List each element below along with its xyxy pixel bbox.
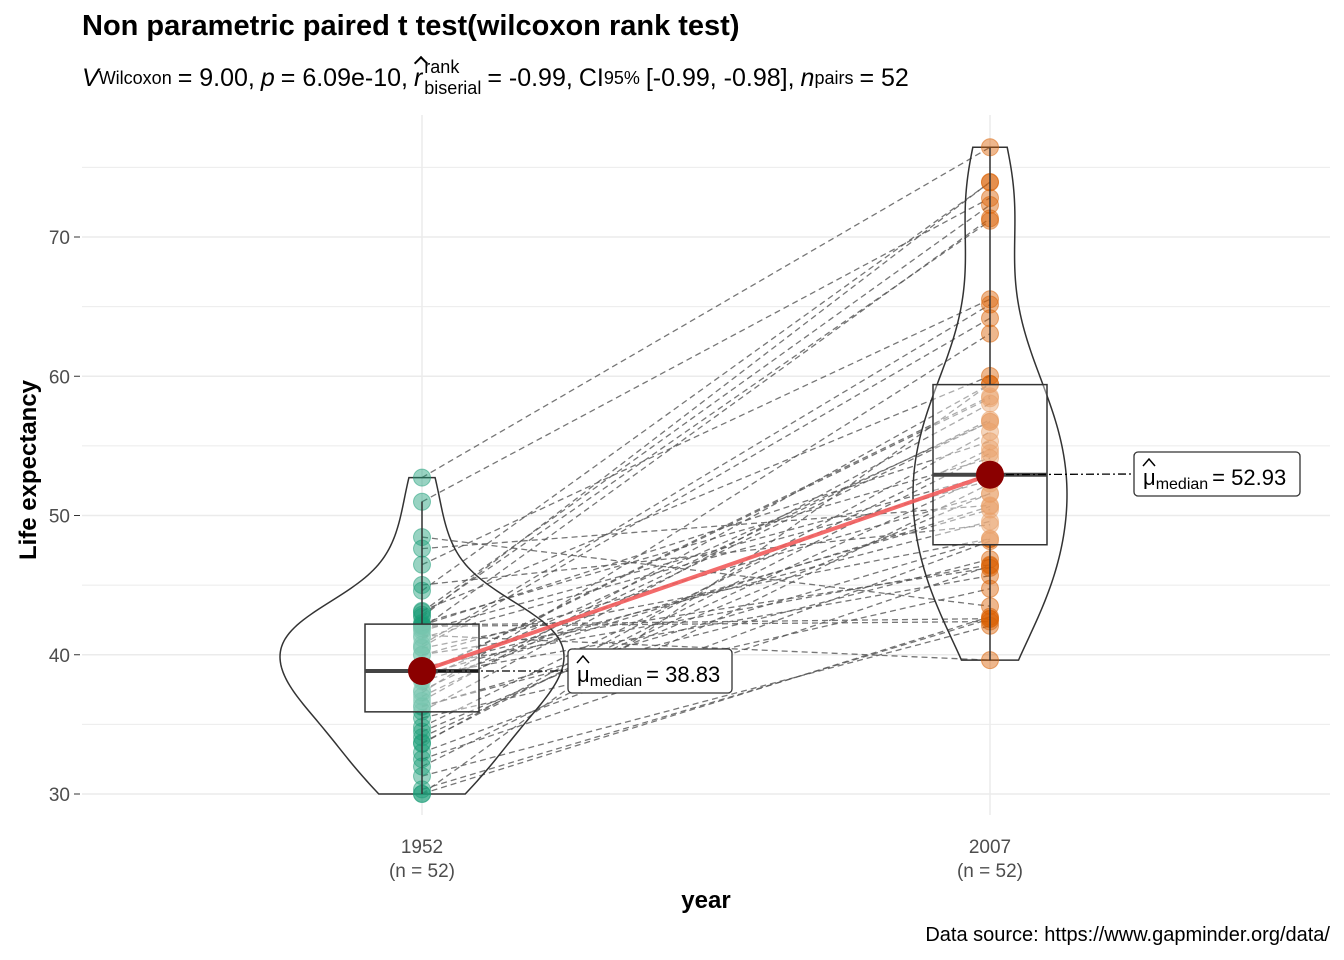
paired-line	[421, 298, 991, 566]
paired-line	[421, 536, 991, 607]
paired-line	[421, 204, 991, 613]
n-value: = 52	[859, 63, 909, 92]
data-point	[981, 389, 999, 408]
r-value: = -0.99,	[487, 63, 573, 92]
y-tick-label: 30	[49, 785, 70, 806]
paired-line	[421, 618, 991, 791]
data-point	[981, 410, 999, 429]
p-value: = 6.09e-10,	[280, 63, 408, 92]
caption: Data source: https://www.gapminder.org/d…	[925, 924, 1330, 946]
chart-title: Non parametric paired t test(wilcoxon ra…	[82, 10, 740, 42]
median-label: μmedian = 52.93	[1143, 465, 1286, 493]
y-axis-label: Life expectancy	[15, 379, 42, 560]
paired-line	[421, 508, 991, 676]
paired-line	[421, 558, 991, 707]
violin-1952	[279, 476, 565, 795]
data-point	[413, 468, 431, 487]
x-tick-label: 2007	[969, 837, 1011, 858]
hat-icon	[1142, 457, 1156, 467]
median-connector	[421, 472, 991, 673]
v-sub: Wilcoxon	[98, 67, 172, 88]
paired-line	[421, 457, 991, 624]
paired-line	[421, 473, 991, 738]
y-tick-label: 70	[49, 228, 70, 249]
data-point	[981, 497, 999, 516]
paired-line	[421, 146, 991, 479]
median-label-leader	[989, 473, 1135, 476]
v-value: = 9.00,	[177, 63, 255, 92]
paired-line	[421, 564, 991, 668]
paired-line	[421, 395, 991, 675]
x-tick-n-label: (n = 52)	[957, 861, 1023, 882]
paired-line	[421, 618, 991, 626]
paired-line	[421, 538, 991, 708]
paired-line	[421, 181, 991, 592]
y-tick-label: 60	[49, 367, 70, 388]
paired-line	[421, 303, 991, 646]
v-label: V	[82, 63, 99, 92]
paired-line	[421, 217, 991, 629]
paired-line	[421, 540, 991, 754]
median-sub: median	[590, 673, 642, 690]
ci-value: [-0.99, -0.98],	[645, 63, 795, 92]
violin-2007	[912, 146, 1068, 661]
paired-line	[421, 505, 991, 682]
paired-line	[421, 616, 991, 795]
median-label-box	[1133, 451, 1301, 497]
x-tick-n-label: (n = 52)	[389, 861, 455, 882]
hat-icon	[576, 654, 590, 664]
paired-line	[421, 402, 991, 713]
x-axis-label: year	[681, 887, 730, 914]
chart-subtitle: V Wilcoxon = 9.00, p = 6.09e-10, r rank bi…	[82, 55, 909, 100]
median-point	[976, 460, 1004, 489]
y-tick-label: 40	[49, 646, 70, 667]
r-sub: biserial	[424, 78, 482, 98]
median-label: μmedian = 38.83	[577, 662, 720, 690]
median-value: = 38.83	[646, 662, 720, 687]
boxplot-box	[932, 383, 1048, 546]
data-point	[981, 394, 999, 413]
paired-line	[421, 625, 991, 777]
mu-symbol: μ	[1143, 465, 1156, 490]
paired-line	[421, 383, 991, 702]
paired-line	[421, 197, 991, 503]
r-sup-sub: rank biserial	[424, 57, 481, 99]
paired-line	[421, 333, 991, 694]
x-tick-label: 1952	[401, 837, 443, 858]
y-tick-label: 50	[49, 507, 70, 528]
p-label: p	[260, 63, 275, 92]
paired-line	[421, 492, 991, 733]
median-point	[408, 657, 436, 686]
paired-line	[421, 397, 991, 675]
median-value: = 52.93	[1212, 465, 1286, 490]
data-point	[413, 687, 431, 706]
median-label-box	[567, 648, 733, 694]
ci-sub: 95%	[603, 67, 640, 88]
paired-line	[421, 482, 991, 768]
paired-line	[421, 474, 991, 632]
paired-line	[421, 538, 991, 649]
ci-label: CI	[578, 63, 604, 92]
mu-symbol: μ	[577, 662, 590, 687]
data-point	[981, 515, 999, 534]
paired-line	[421, 524, 991, 586]
r-label: r	[413, 63, 423, 92]
paired-line	[421, 575, 991, 677]
n-sub: pairs	[814, 67, 854, 88]
paired-line	[421, 448, 991, 728]
n-label: n	[800, 63, 815, 92]
r-symbol: r	[413, 55, 429, 93]
paired-line	[421, 383, 991, 795]
paired-line	[421, 431, 991, 745]
r-sup: rank	[424, 57, 460, 77]
median-sub: median	[1156, 476, 1208, 493]
paired-line	[421, 504, 991, 550]
paired-line	[421, 620, 991, 628]
paired-line	[421, 375, 991, 612]
paired-line	[421, 520, 991, 669]
